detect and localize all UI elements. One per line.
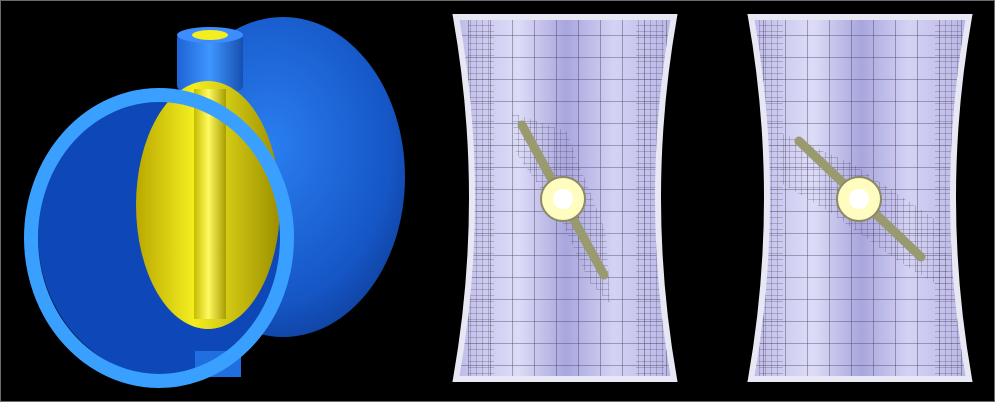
- valve-stem: [194, 89, 226, 319]
- valve-3d-render: [24, 17, 405, 388]
- adaptive-mesh-panel-1: [452, 14, 678, 382]
- pipe-rim: [24, 88, 294, 388]
- stem-collar-top: [177, 33, 243, 91]
- adaptive-mesh-panel-2: [747, 14, 973, 382]
